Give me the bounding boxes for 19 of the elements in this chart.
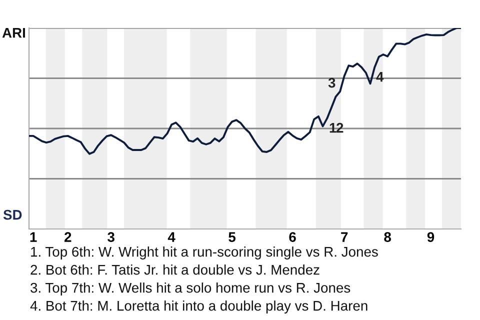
- x-tick-label: 4: [168, 232, 176, 242]
- x-tick-label: 9: [427, 232, 434, 242]
- x-tick-label: 3: [108, 232, 114, 242]
- annotation: 4: [376, 72, 384, 82]
- annotation: 2: [336, 122, 344, 133]
- x-tick-label: 8: [384, 232, 391, 242]
- x-tick-label: 5: [228, 232, 236, 242]
- text: 1. Top 6th: W. Wright hit a run-scoring single vs R. Jones: [31, 246, 378, 260]
- text: 3. Top 7th: W. Wells hit a solo home run vs R. Jones: [30, 282, 350, 296]
- text: SD: [3, 210, 22, 220]
- x-tick-label: 7: [341, 232, 348, 242]
- annotation: 3: [328, 78, 336, 88]
- text: ARI: [2, 28, 25, 38]
- text: 4. Bot 7th: M. Loretta hit into a double play vs D. Haren: [30, 300, 368, 314]
- annotation: 1: [330, 123, 336, 133]
- x-tick-label: 6: [289, 232, 296, 242]
- x-tick-label: 2: [64, 232, 72, 242]
- text: 2. Bot 6th: F. Tatis Jr. hit a double vs J. Mendez: [30, 264, 320, 275]
- x-tick-label: 1: [30, 232, 37, 242]
